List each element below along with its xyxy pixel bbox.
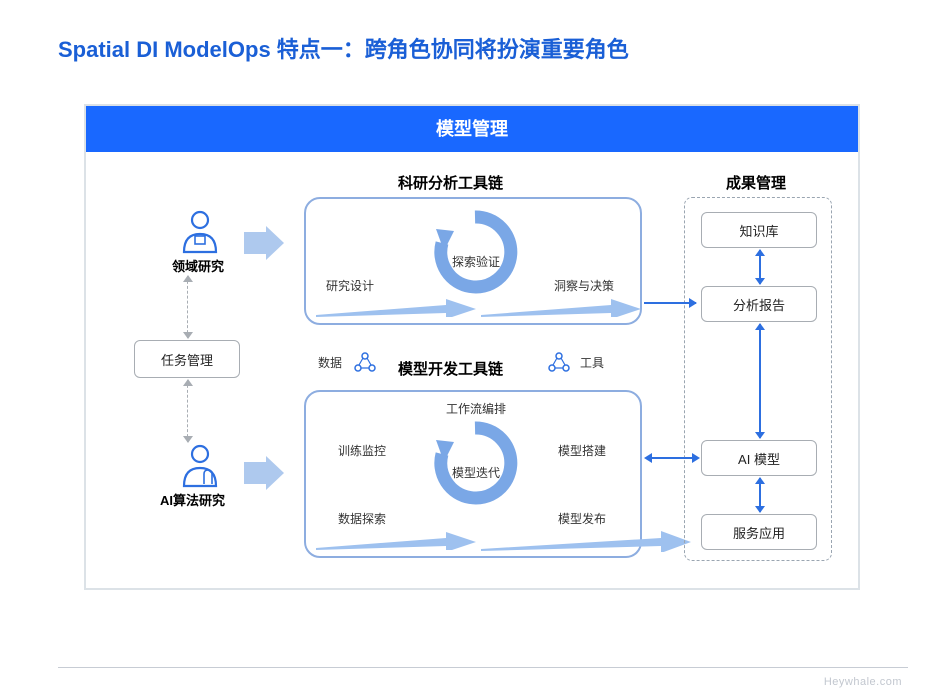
dashed-arrow-top	[187, 276, 188, 338]
bottom-cycle-box: 工作流编排 模型迭代 训练监控 模型搭建 数据探索 模型发布	[304, 390, 642, 558]
person-icon-domain	[180, 210, 220, 254]
exchange-left-label: 数据	[318, 354, 342, 371]
exchange-right-label: 工具	[580, 354, 604, 371]
result-b1: 知识库	[701, 212, 817, 248]
harrow-top	[644, 302, 696, 304]
top-long-arrow-right	[481, 297, 641, 317]
result-b4-text: 服务应用	[733, 523, 785, 542]
banner-text: 模型管理	[436, 119, 508, 139]
title-text: Spatial DI ModelOps 特点一：跨角色协同将扮演重要角色	[58, 37, 629, 62]
harrow-bottom-double	[644, 448, 700, 468]
result-b3-text: AI 模型	[738, 449, 780, 468]
task-mgmt-text: 任务管理	[161, 350, 213, 369]
top-long-arrow-left	[316, 297, 476, 317]
result-mgmt-title: 成果管理	[726, 172, 786, 193]
fat-arrow-bottom	[244, 456, 284, 490]
person-icon-ai	[180, 444, 220, 488]
bottom-left-lower: 数据探索	[338, 510, 386, 527]
bottom-cycle-title: 模型开发工具链	[398, 358, 503, 379]
role-ai-label: AI算法研究	[160, 490, 225, 509]
top-cycle-title: 科研分析工具链	[398, 172, 503, 193]
vdarrow-1	[759, 250, 761, 284]
watermark: Heywhale.com	[824, 676, 902, 688]
bottom-cycle-arrow-icon	[430, 418, 520, 508]
share-icon-right	[548, 352, 570, 374]
bottom-center-label: 模型迭代	[452, 464, 500, 481]
bottom-rule	[58, 667, 908, 668]
top-cycle-box: 探索验证 研究设计 洞察与决策	[304, 197, 642, 325]
result-b2-text: 分析报告	[733, 295, 785, 314]
fat-arrow-top	[244, 226, 284, 260]
role-domain-label: 领域研究	[172, 256, 224, 275]
share-icon-left	[354, 352, 376, 374]
dashed-arrow-bottom	[187, 380, 188, 442]
bottom-right-upper: 模型搭建	[558, 442, 606, 459]
banner: 模型管理	[86, 106, 858, 152]
bottom-top-label: 工作流编排	[446, 400, 506, 417]
result-b3: AI 模型	[701, 440, 817, 476]
result-b1-text: 知识库	[739, 221, 778, 240]
bottom-long-arrow-right	[481, 530, 691, 552]
vdarrow-2	[759, 324, 761, 438]
vdarrow-3	[759, 478, 761, 512]
bottom-long-arrow-left	[316, 530, 476, 550]
result-mgmt-box: 知识库 分析报告 AI 模型 服务应用	[684, 197, 832, 561]
bottom-right-lower: 模型发布	[558, 510, 606, 527]
inner-canvas: 科研分析工具链 模型开发工具链 成果管理 探索验证 研究设计 洞察与决策 工作流…	[86, 152, 858, 588]
result-b4: 服务应用	[701, 514, 817, 550]
top-left-label: 研究设计	[326, 277, 374, 294]
page-title: Spatial DI ModelOps 特点一：跨角色协同将扮演重要角色	[58, 32, 629, 64]
top-cycle-arrow-icon	[430, 207, 520, 297]
task-mgmt-box: 任务管理	[134, 340, 240, 378]
result-b2: 分析报告	[701, 286, 817, 322]
main-container: 模型管理 科研分析工具链 模型开发工具链 成果管理 探索验证 研究设计 洞察与决…	[84, 104, 860, 590]
top-right-label: 洞察与决策	[554, 277, 614, 294]
bottom-left-upper: 训练监控	[338, 442, 386, 459]
top-center-label: 探索验证	[452, 253, 500, 270]
